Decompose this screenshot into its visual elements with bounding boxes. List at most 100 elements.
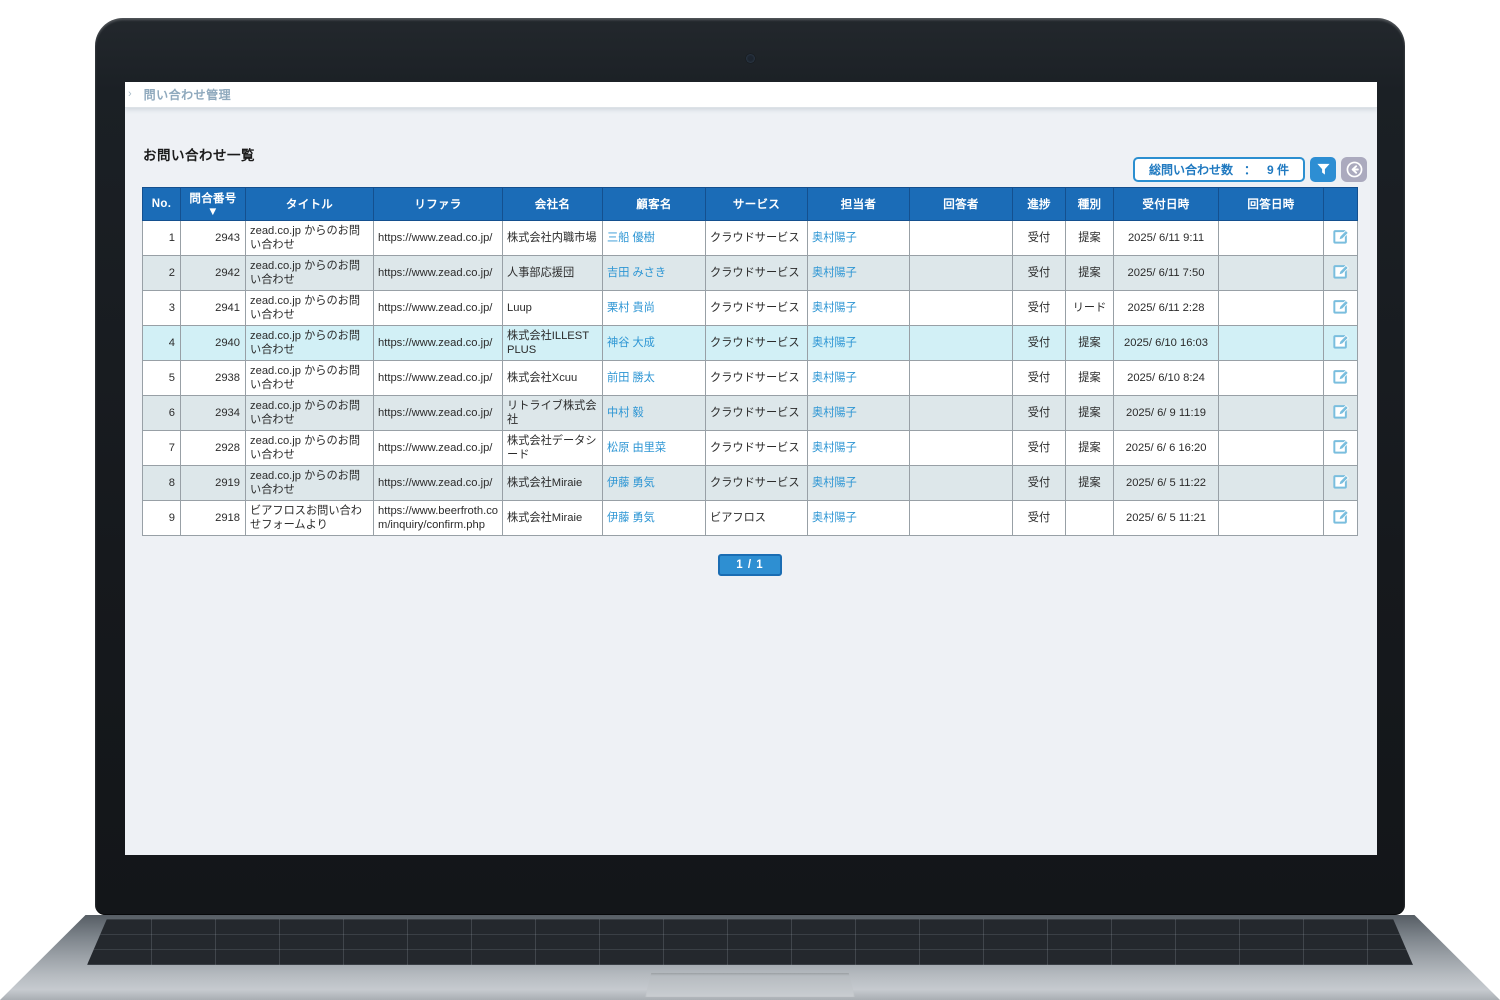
cell-referrer: https://www.beerfroth.com/inquiry/confir…	[373, 500, 503, 536]
cell-title: zead.co.jp からのお問い合わせ	[245, 325, 374, 361]
inquiry-table: No. 問合番号▼ タイトル リファラ 会社名 顧客名 サービス 担当者 回答者…	[142, 187, 1358, 536]
edit-icon	[1332, 439, 1349, 454]
assignee-link[interactable]: 奥村陽子	[812, 407, 857, 419]
edit-icon	[1332, 299, 1349, 314]
table-row: 1 2943 zead.co.jp からのお問い合わせ https://www.…	[142, 220, 1358, 256]
cell-responder	[909, 360, 1013, 396]
edit-button[interactable]	[1332, 402, 1350, 420]
edit-button[interactable]	[1332, 437, 1350, 455]
assignee-link[interactable]: 奥村陽子	[812, 372, 857, 384]
cell-referrer: https://www.zead.co.jp/	[373, 255, 503, 291]
cell-progress: 受付	[1012, 290, 1066, 326]
customer-link[interactable]: 中村 毅	[607, 407, 644, 419]
cell-category: 提案	[1065, 255, 1114, 291]
cell-progress: 受付	[1012, 360, 1066, 396]
cell-received-datetime: 2025/ 6/ 9 11:19	[1113, 395, 1219, 431]
assignee-link[interactable]: 奥村陽子	[812, 512, 857, 524]
cell-inquiry-number: 2938	[180, 360, 246, 396]
cell-company: 株式会社Miraie	[502, 465, 603, 501]
cell-service: ビアフロス	[705, 500, 808, 536]
customer-link[interactable]: 松原 由里菜	[607, 442, 667, 454]
cell-customer: 神谷 大成	[602, 325, 706, 361]
cell-referrer: https://www.zead.co.jp/	[373, 395, 503, 431]
cell-received-datetime: 2025/ 6/ 5 11:21	[1113, 500, 1219, 536]
cell-company: 株式会社内職市場	[502, 220, 603, 256]
webcam-icon	[746, 54, 755, 63]
cell-customer: 三船 優樹	[602, 220, 706, 256]
customer-link[interactable]: 三船 優樹	[607, 232, 655, 244]
cell-category: 提案	[1065, 220, 1114, 256]
funnel-icon	[1316, 163, 1330, 175]
assignee-link[interactable]: 奥村陽子	[812, 337, 857, 349]
column-header-company: 会社名	[502, 187, 603, 221]
cell-inquiry-number: 2941	[180, 290, 246, 326]
cell-inquiry-number: 2940	[180, 325, 246, 361]
cell-answered-datetime	[1218, 465, 1324, 501]
customer-link[interactable]: 伊藤 勇気	[607, 512, 655, 524]
cell-received-datetime: 2025/ 6/ 6 16:20	[1113, 430, 1219, 466]
cell-no: 9	[142, 500, 181, 536]
cell-category: リード	[1065, 290, 1114, 326]
cell-no: 3	[142, 290, 181, 326]
cell-referrer: https://www.zead.co.jp/	[373, 465, 503, 501]
cell-customer: 吉田 みさき	[602, 255, 706, 291]
cell-assignee: 奥村陽子	[807, 465, 910, 501]
pagination-button[interactable]: 1 / 1	[718, 554, 782, 576]
customer-link[interactable]: 栗村 貴尚	[607, 302, 655, 314]
cell-title: zead.co.jp からのお問い合わせ	[245, 395, 374, 431]
cell-company: リトライブ株式会社	[502, 395, 603, 431]
assignee-link[interactable]: 奥村陽子	[812, 477, 857, 489]
edit-button[interactable]	[1332, 472, 1350, 490]
edit-icon	[1332, 509, 1349, 524]
cell-progress: 受付	[1012, 395, 1066, 431]
cell-assignee: 奥村陽子	[807, 220, 910, 256]
edit-button[interactable]	[1332, 507, 1350, 525]
back-button[interactable]	[1341, 157, 1367, 182]
circle-arrow-left-icon	[1346, 161, 1362, 178]
cell-received-datetime: 2025/ 6/11 2:28	[1113, 290, 1219, 326]
edit-icon	[1332, 334, 1349, 349]
cell-referrer: https://www.zead.co.jp/	[373, 360, 503, 396]
column-header-received-datetime: 受付日時	[1113, 187, 1219, 221]
customer-link[interactable]: 伊藤 勇気	[607, 477, 655, 489]
cell-progress: 受付	[1012, 325, 1066, 361]
assignee-link[interactable]: 奥村陽子	[812, 442, 857, 454]
cell-customer: 中村 毅	[602, 395, 706, 431]
edit-button[interactable]	[1332, 367, 1350, 385]
customer-link[interactable]: 前田 勝太	[607, 372, 655, 384]
cell-customer: 前田 勝太	[602, 360, 706, 396]
assignee-link[interactable]: 奥村陽子	[812, 302, 857, 314]
breadcrumb[interactable]: 問い合わせ管理	[143, 88, 232, 102]
laptop-screen-bezel: › 問い合わせ管理 お問い合わせ一覧 総問い合わせ数 ： 9 件	[95, 18, 1405, 915]
cell-inquiry-number: 2918	[180, 500, 246, 536]
customer-link[interactable]: 吉田 みさき	[607, 267, 667, 279]
customer-link[interactable]: 神谷 大成	[607, 337, 655, 349]
edit-button[interactable]	[1332, 262, 1350, 280]
cell-received-datetime: 2025/ 6/10 8:24	[1113, 360, 1219, 396]
cell-title: zead.co.jp からのお問い合わせ	[245, 430, 374, 466]
filter-button[interactable]	[1310, 157, 1336, 182]
cell-assignee: 奥村陽子	[807, 500, 910, 536]
cell-progress: 受付	[1012, 500, 1066, 536]
cell-responder	[909, 290, 1013, 326]
cell-referrer: https://www.zead.co.jp/	[373, 290, 503, 326]
table-body: 1 2943 zead.co.jp からのお問い合わせ https://www.…	[142, 220, 1358, 536]
column-header-answered-datetime: 回答日時	[1218, 187, 1324, 221]
column-header-category: 種別	[1065, 187, 1114, 221]
cell-title: zead.co.jp からのお問い合わせ	[245, 220, 374, 256]
edit-button[interactable]	[1332, 332, 1350, 350]
cell-category: 提案	[1065, 325, 1114, 361]
column-header-inquiry-number-sort[interactable]: 問合番号▼	[180, 187, 246, 221]
toolbar: 総問い合わせ数 ： 9 件	[1132, 157, 1367, 182]
cell-service: クラウドサービス	[705, 430, 808, 466]
assignee-link[interactable]: 奥村陽子	[812, 267, 857, 279]
edit-icon	[1332, 264, 1349, 279]
assignee-link[interactable]: 奥村陽子	[812, 232, 857, 244]
cell-answered-datetime	[1218, 290, 1324, 326]
edit-button[interactable]	[1332, 227, 1350, 245]
table-row: 3 2941 zead.co.jp からのお問い合わせ https://www.…	[142, 290, 1358, 326]
cell-assignee: 奥村陽子	[807, 290, 910, 326]
cell-progress: 受付	[1012, 220, 1066, 256]
edit-button[interactable]	[1332, 297, 1350, 315]
cell-progress: 受付	[1012, 430, 1066, 466]
